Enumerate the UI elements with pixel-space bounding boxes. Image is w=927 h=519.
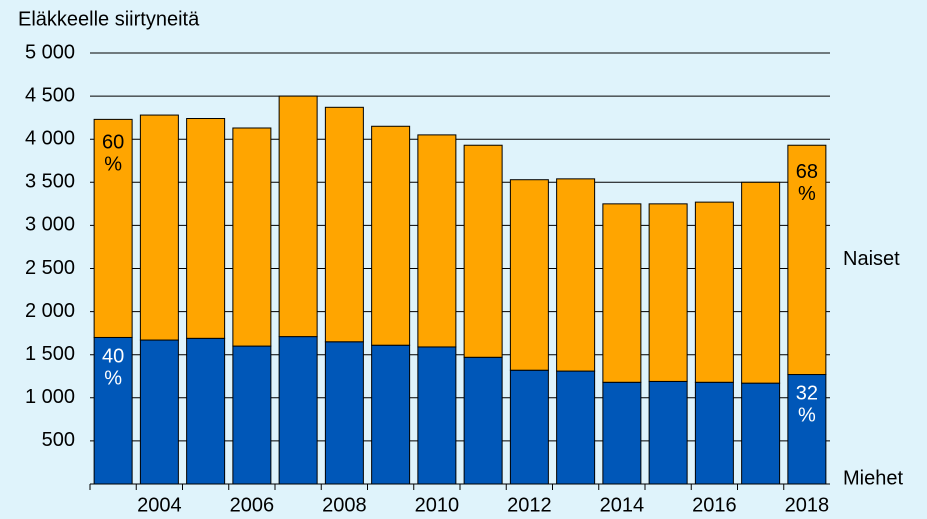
annotation-line: % [104, 368, 122, 390]
bar-segment [509, 369, 549, 485]
y-tick-label: 4 500 [25, 84, 75, 106]
y-tick-label: 4 000 [25, 127, 75, 149]
annotation-line: % [104, 154, 122, 176]
annotation: 68% [796, 162, 818, 206]
bar-segment [324, 106, 364, 343]
bar-segment [371, 344, 411, 485]
x-tick-label: 2004 [137, 494, 182, 516]
x-tick-label: 2006 [230, 494, 275, 516]
bar-segment [186, 337, 226, 485]
bar-segment [509, 179, 549, 371]
bar-segment [602, 381, 642, 485]
bar-segment [278, 336, 318, 485]
annotation: 60% [102, 132, 124, 176]
annotation-line: 32 [796, 383, 818, 405]
bar-segment [648, 380, 688, 485]
annotation: 32% [796, 383, 818, 427]
bar-segment [186, 118, 226, 339]
bar-segment [278, 95, 318, 338]
chart-title: Eläkkeelle siirtyneitä [18, 8, 200, 30]
bar-segment [787, 144, 827, 376]
x-tick-label: 2008 [322, 494, 367, 516]
bar-segment [93, 336, 133, 485]
bar-segment [417, 134, 457, 348]
y-tick-label: 2 500 [25, 257, 75, 279]
x-tick-label: 2012 [507, 494, 552, 516]
y-tick-label: 500 [42, 429, 75, 451]
legend-label: Miehet [843, 468, 903, 490]
y-tick-label: 5 000 [25, 41, 75, 63]
bar-segment [648, 203, 688, 382]
bar-segment [602, 203, 642, 383]
bar-segment [463, 144, 503, 358]
annotation-line: 40 [102, 346, 124, 368]
annotation: 40% [102, 346, 124, 390]
y-tick-label: 1 000 [25, 386, 75, 408]
bar-segment [694, 201, 734, 383]
x-tick-label: 2014 [600, 494, 645, 516]
bar-segment [694, 381, 734, 485]
x-tick-label: 2018 [785, 494, 830, 516]
bar-segment [417, 346, 457, 485]
y-tick-label: 3 500 [25, 171, 75, 193]
x-tick-label: 2016 [692, 494, 737, 516]
bar-segment [139, 114, 179, 341]
bar-segment [139, 339, 179, 485]
x-tick-label: 2010 [415, 494, 460, 516]
bar-segment [787, 374, 827, 485]
bar-segment [93, 118, 133, 338]
bar-segment [556, 370, 596, 485]
bar-segment [232, 345, 272, 485]
bar-segment [463, 356, 503, 485]
bar-segment [556, 178, 596, 372]
bar-segment [371, 125, 411, 346]
annotation-line: % [798, 184, 816, 206]
annotation-line: 60 [102, 132, 124, 154]
bar-segment [741, 382, 781, 485]
y-tick-label: 2 000 [25, 300, 75, 322]
legend-label: Naiset [843, 248, 900, 270]
y-tick-label: 3 000 [25, 214, 75, 236]
annotation-line: 68 [796, 162, 818, 184]
bar-segment [324, 341, 364, 485]
bar-segment [741, 181, 781, 384]
y-tick-label: 1 500 [25, 343, 75, 365]
annotation-line: % [798, 405, 816, 427]
bar-segment [232, 127, 272, 347]
